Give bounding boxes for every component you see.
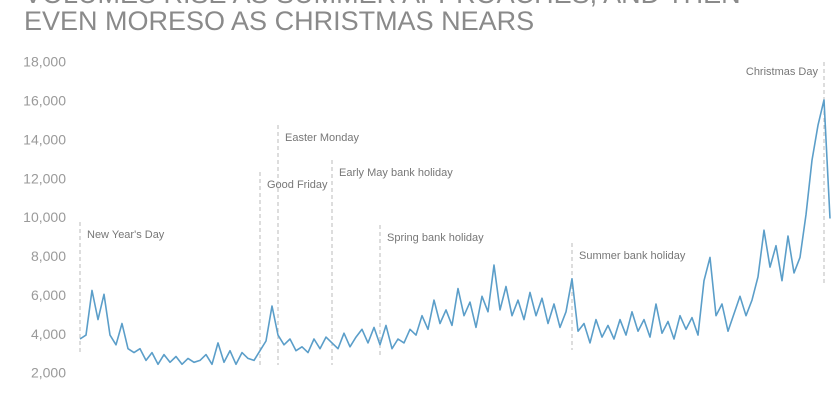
y-tick-label: 2,000	[31, 365, 66, 381]
annotation-label: New Year's Day	[87, 229, 165, 241]
y-tick-label: 14,000	[23, 131, 66, 147]
annotation-label: Early May bank holiday	[339, 167, 453, 179]
annotation-label: Good Friday	[267, 179, 328, 191]
chart-title: VOLUMES RISE AS SUMMER APPROACHES, AND T…	[24, 0, 741, 9]
chart-title: EVEN MORESO AS CHRISTMAS NEARS	[24, 6, 534, 36]
data-line	[79, 99, 831, 366]
y-tick-label: 16,000	[23, 93, 66, 109]
y-tick-label: 18,000	[23, 54, 66, 70]
y-tick-label: 4,000	[31, 326, 66, 342]
y-tick-label: 6,000	[31, 287, 66, 303]
annotation-label: Summer bank holiday	[579, 250, 686, 262]
annotation-label: Christmas Day	[746, 66, 819, 78]
annotation-label: Spring bank holiday	[387, 232, 484, 244]
y-tick-label: 10,000	[23, 209, 66, 225]
y-tick-label: 8,000	[31, 248, 66, 264]
y-tick-label: 12,000	[23, 170, 66, 186]
annotation-label: Easter Monday	[285, 132, 359, 144]
